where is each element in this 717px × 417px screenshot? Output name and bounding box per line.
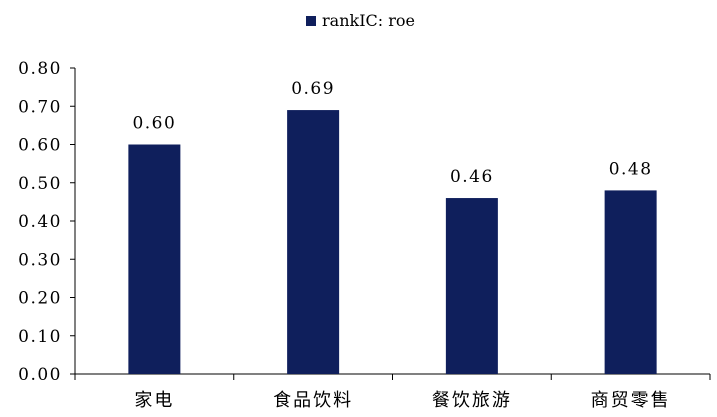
y-tick-label: 0.20 <box>18 289 62 309</box>
x-category-label: 食品饮料 <box>273 390 353 411</box>
bar <box>287 110 340 374</box>
data-label: 0.69 <box>291 79 335 99</box>
x-category-label: 商贸零售 <box>591 390 671 411</box>
bars <box>128 110 657 374</box>
y-tick-label: 0.80 <box>18 59 62 79</box>
y-tick-label: 0.70 <box>18 97 62 117</box>
data-label: 0.48 <box>609 159 653 179</box>
x-axis: 家电 食品饮料 餐饮旅游 商贸零售 <box>74 373 711 411</box>
y-tick-label: 0.40 <box>18 212 62 232</box>
data-label: 0.60 <box>132 114 176 134</box>
y-tick-label: 0.00 <box>18 365 62 385</box>
y-tick-label: 0.10 <box>18 327 62 347</box>
bar <box>128 144 181 374</box>
y-tick-label: 0.60 <box>18 136 62 156</box>
y-axis: 0.00 0.10 0.20 0.30 0.40 0.50 0.60 0.70 0.80 <box>18 59 76 385</box>
data-label: 0.46 <box>450 167 494 187</box>
data-labels: 0.60 0.69 0.46 0.48 <box>132 79 653 187</box>
legend: rankIC: roe <box>306 11 415 30</box>
legend-label: rankIC: roe <box>322 11 415 30</box>
y-tick-label: 0.30 <box>18 250 62 270</box>
x-category-label: 家电 <box>134 390 174 411</box>
bar <box>604 190 657 374</box>
legend-swatch <box>306 16 316 26</box>
y-tick-label: 0.50 <box>18 174 62 194</box>
x-category-label: 餐饮旅游 <box>432 390 512 411</box>
bar <box>445 198 498 374</box>
